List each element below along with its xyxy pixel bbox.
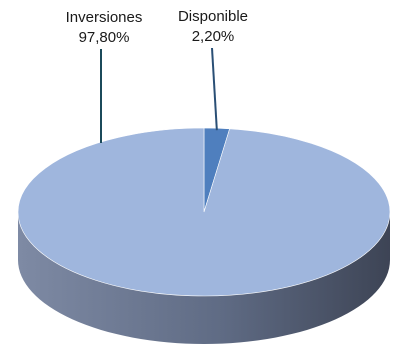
pie-side-wall bbox=[18, 212, 390, 344]
slice-label-inversiones-name: Inversiones bbox=[66, 9, 143, 26]
slice-label-inversiones-percent: 97,80% bbox=[79, 29, 130, 46]
leader-lines bbox=[100, 47, 218, 143]
slice-label-disponible-name: Disponible bbox=[178, 8, 248, 25]
pie-side bbox=[18, 212, 390, 344]
pie-slice-inversiones bbox=[17, 127, 391, 297]
leader-line-disponible bbox=[211, 47, 218, 131]
pie-top bbox=[17, 127, 391, 297]
slice-label-disponible-percent: 2,20% bbox=[192, 28, 235, 45]
